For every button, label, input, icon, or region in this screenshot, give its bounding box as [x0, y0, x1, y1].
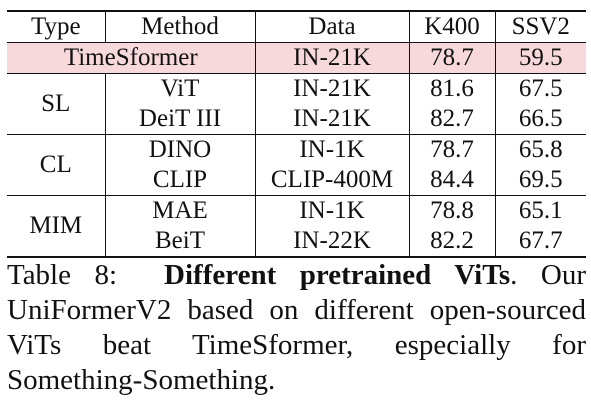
- header-method: Method: [105, 10, 256, 43]
- cell-k400: 82.7: [409, 104, 496, 135]
- cell-data: CLIP-400M: [255, 165, 410, 196]
- table-row: DeiT III IN-21K 82.7 66.5: [7, 104, 586, 135]
- table-row: SL ViT IN-21K 81.6 67.5: [7, 73, 586, 135]
- cell-k400-best: 84.4: [409, 165, 496, 196]
- cell-data: IN-21K: [255, 73, 410, 104]
- caption-label: Table 8:: [7, 259, 118, 291]
- cell-k400: 81.6: [409, 73, 496, 104]
- caption-body: . Our UniFormerV2 based on different ope…: [7, 259, 587, 396]
- cell-method: CLIP: [105, 165, 256, 196]
- table-header-row: Type Method Data K400 SSV2: [7, 10, 586, 43]
- table-caption: Table 8: Different pretrained ViTs. Our …: [7, 258, 586, 398]
- header-ssv2: SSV2: [495, 10, 586, 43]
- cell-method: TimeSformer: [7, 42, 256, 74]
- table-row: MIM MAE IN-1K 78.8 65.1: [7, 195, 586, 258]
- cell-method: DeiT III: [105, 104, 256, 135]
- cell-data: IN-1K: [255, 195, 410, 226]
- cell-k400: 78.7: [409, 42, 496, 74]
- caption-text: Table 8: Different pretrained ViTs. Our …: [7, 258, 586, 398]
- cell-data: IN-21K: [255, 42, 410, 74]
- header-k400: K400: [409, 10, 496, 43]
- table-row: BeiT IN-22K 82.2 67.7: [7, 226, 586, 258]
- cell-ssv2: 67.7: [495, 226, 586, 258]
- cell-type: CL: [7, 134, 106, 196]
- cell-type: MIM: [7, 195, 106, 258]
- cell-data: IN-1K: [255, 134, 410, 165]
- cell-data: IN-21K: [255, 104, 410, 135]
- caption-title: Different pretrained ViTs: [164, 259, 511, 291]
- cell-data: IN-22K: [255, 226, 410, 258]
- cell-ssv2: 67.5: [495, 73, 586, 104]
- cell-ssv2: 65.8: [495, 134, 586, 165]
- header-type: Type: [7, 10, 106, 43]
- cell-ssv2: 65.1: [495, 195, 586, 226]
- cell-ssv2: 59.5: [495, 42, 586, 74]
- cell-k400: 78.8: [409, 195, 496, 226]
- cell-k400: 78.7: [409, 134, 496, 165]
- cell-method: DINO: [105, 134, 256, 165]
- cell-type: SL: [7, 73, 106, 135]
- cell-method: MAE: [105, 195, 256, 226]
- table-row: CL DINO IN-1K 78.7 65.8: [7, 134, 586, 196]
- results-table: Type Method Data K400 SSV2 TimeSformer I…: [7, 10, 586, 258]
- cell-method: BeiT: [105, 226, 256, 258]
- table-row-timesformer: TimeSformer IN-21K 78.7 59.5: [7, 42, 586, 74]
- cell-ssv2-best: 69.5: [518, 166, 563, 193]
- cell-k400: 82.2: [409, 226, 496, 258]
- cell-ssv2: 66.5: [518, 105, 563, 132]
- table-row: CLIP CLIP-400M 84.4 69.5: [7, 165, 586, 196]
- header-data: Data: [255, 10, 410, 43]
- cell-method: ViT: [105, 73, 256, 104]
